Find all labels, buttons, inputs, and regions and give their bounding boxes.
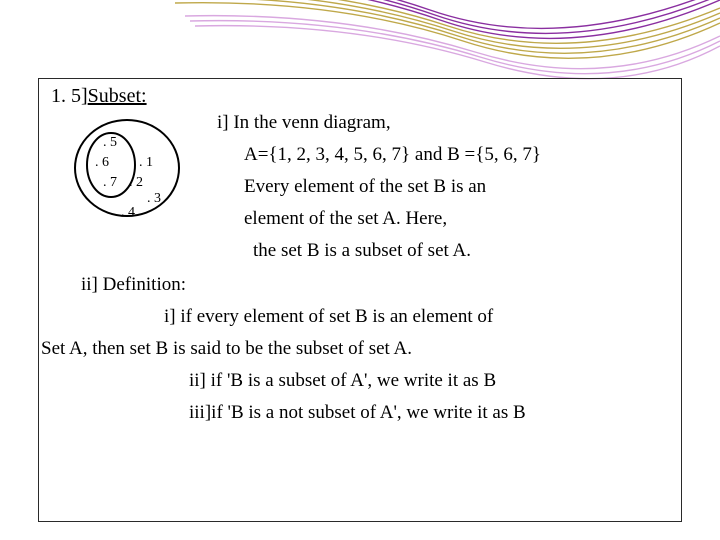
- text-line-6: ii] Definition:: [81, 271, 186, 299]
- text-line-8: Set A, then set B is said to be the subs…: [41, 335, 412, 363]
- text-line-9: ii] if 'B is a subset of A', we write it…: [189, 367, 496, 395]
- text-line-5: the set B is a subset of set A.: [253, 237, 471, 265]
- content-frame: 1. 5]Subset: . 5 . 6 . 7 . 1 . 2 . 3 . 4…: [38, 78, 682, 522]
- heading-number: 1. 5]: [51, 85, 88, 107]
- section-heading: 1. 5]Subset:: [51, 85, 669, 108]
- text-line-7: i] if every element of set B is an eleme…: [164, 303, 493, 331]
- venn-pt-5: . 5: [103, 135, 117, 151]
- venn-pt-7: . 7: [103, 175, 117, 191]
- decorative-waves: [0, 0, 720, 80]
- heading-title: Subset:: [88, 85, 147, 107]
- text-line-2: A={1, 2, 3, 4, 5, 6, 7} and B ={5, 6, 7}: [244, 141, 541, 169]
- venn-pt-6: . 6: [95, 155, 109, 171]
- venn-pt-4: . 4: [121, 205, 135, 221]
- text-line-4: element of the set A. Here,: [244, 205, 447, 233]
- text-line-10: iii]if 'B is a not subset of A', we writ…: [189, 399, 526, 427]
- text-line-1: i] In the venn diagram,: [217, 109, 391, 137]
- text-line-3: Every element of the set B is an: [244, 173, 486, 201]
- venn-pt-1: . 1: [139, 155, 153, 171]
- venn-pt-3: . 3: [147, 191, 161, 207]
- venn-pt-2: . 2: [129, 175, 143, 191]
- venn-diagram: . 5 . 6 . 7 . 1 . 2 . 3 . 4: [61, 113, 201, 223]
